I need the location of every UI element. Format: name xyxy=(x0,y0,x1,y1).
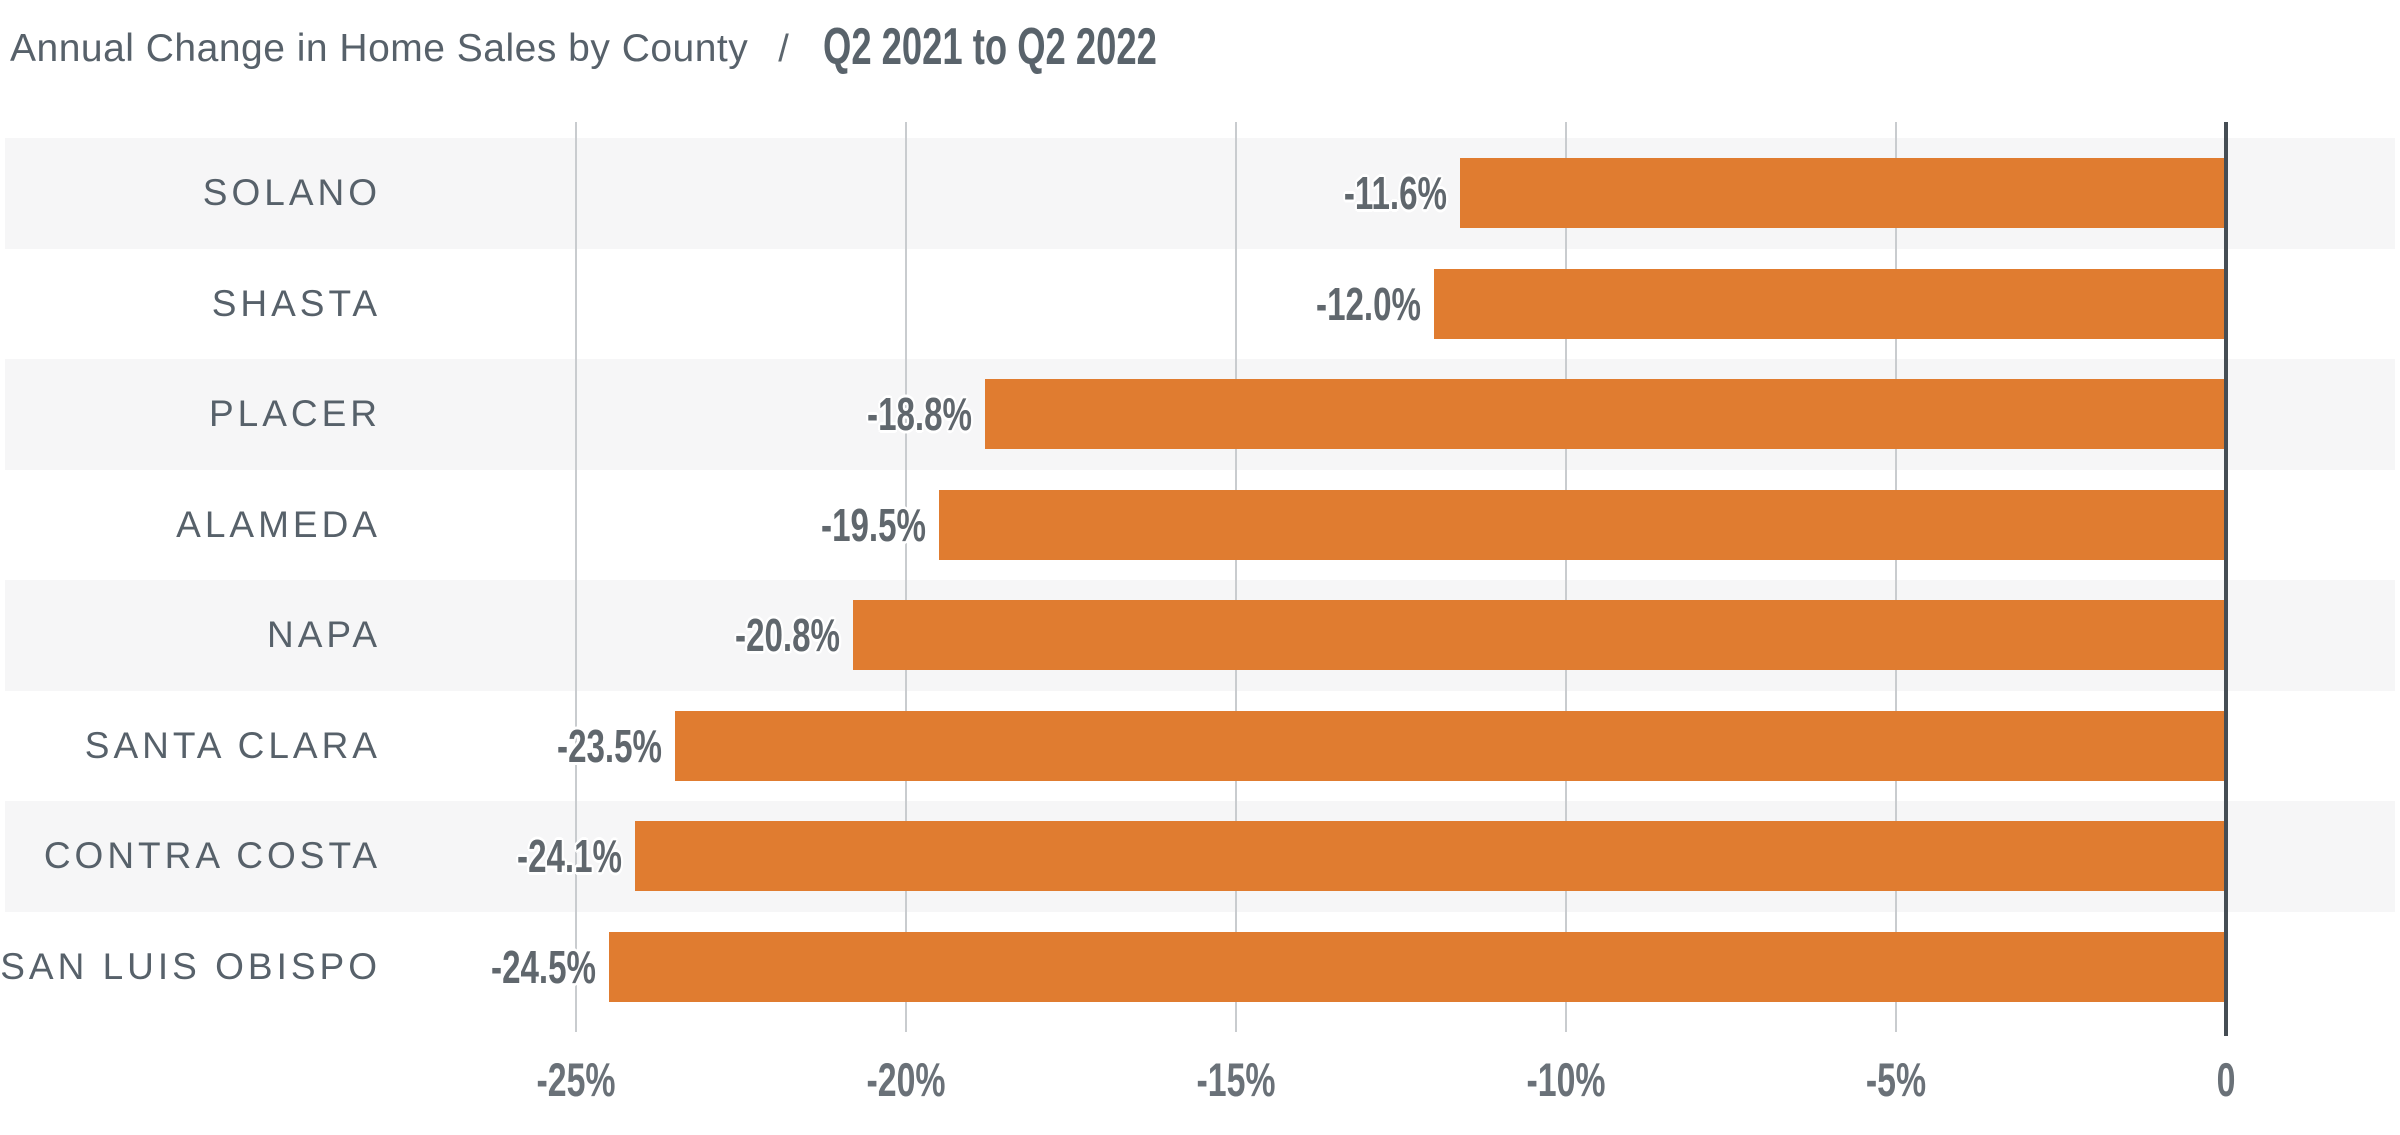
gridline xyxy=(1565,122,1567,1032)
gridline xyxy=(905,122,907,1032)
x-tick-label: -10% xyxy=(1526,1053,1606,1106)
value-label: -24.5% xyxy=(491,940,596,993)
chart-title: Annual Change in Home Sales by County / … xyxy=(10,14,1300,78)
county-label: CONTRA COSTA xyxy=(43,835,381,876)
chart-title-main: Annual Change in Home Sales by County xyxy=(10,27,749,70)
chart-title-period: Q2 2021 to Q2 2022 xyxy=(822,18,1157,76)
county-label: SAN LUIS OBISPO xyxy=(0,945,381,987)
gridline xyxy=(1895,122,1897,1032)
county-label: PLACER xyxy=(208,393,381,434)
county-label: SHASTA xyxy=(211,282,381,324)
value-label: -11.6% xyxy=(1344,167,1448,220)
x-tick-label: -5% xyxy=(1865,1053,1927,1106)
bar xyxy=(985,379,2226,450)
zero-axis-line xyxy=(2224,122,2228,1036)
county-label: SANTA CLARA xyxy=(84,724,381,766)
value-label: -23.5% xyxy=(557,719,662,772)
bar xyxy=(675,710,2226,781)
x-tick-label: 0 xyxy=(2216,1053,2236,1106)
chart-title-separator: / xyxy=(778,28,789,70)
bar xyxy=(939,489,2226,560)
bar xyxy=(1460,158,2226,229)
value-label: -24.1% xyxy=(517,830,623,883)
county-label: NAPA xyxy=(266,614,381,655)
county-label: ALAMEDA xyxy=(176,503,381,545)
value-label: -20.8% xyxy=(735,609,841,662)
value-label: -18.8% xyxy=(867,388,973,441)
x-tick-label: -15% xyxy=(1196,1053,1276,1106)
bar xyxy=(635,821,2226,892)
county-label: SOLANO xyxy=(202,172,381,213)
bar xyxy=(1434,268,2226,339)
gridline xyxy=(575,122,577,1032)
bar xyxy=(853,600,2226,671)
value-label: -19.5% xyxy=(821,498,926,551)
x-tick-label: -20% xyxy=(866,1053,946,1106)
gridline xyxy=(1235,122,1237,1032)
x-tick-label: -25% xyxy=(536,1053,616,1106)
value-label: -12.0% xyxy=(1316,277,1421,330)
bar xyxy=(609,931,2226,1002)
